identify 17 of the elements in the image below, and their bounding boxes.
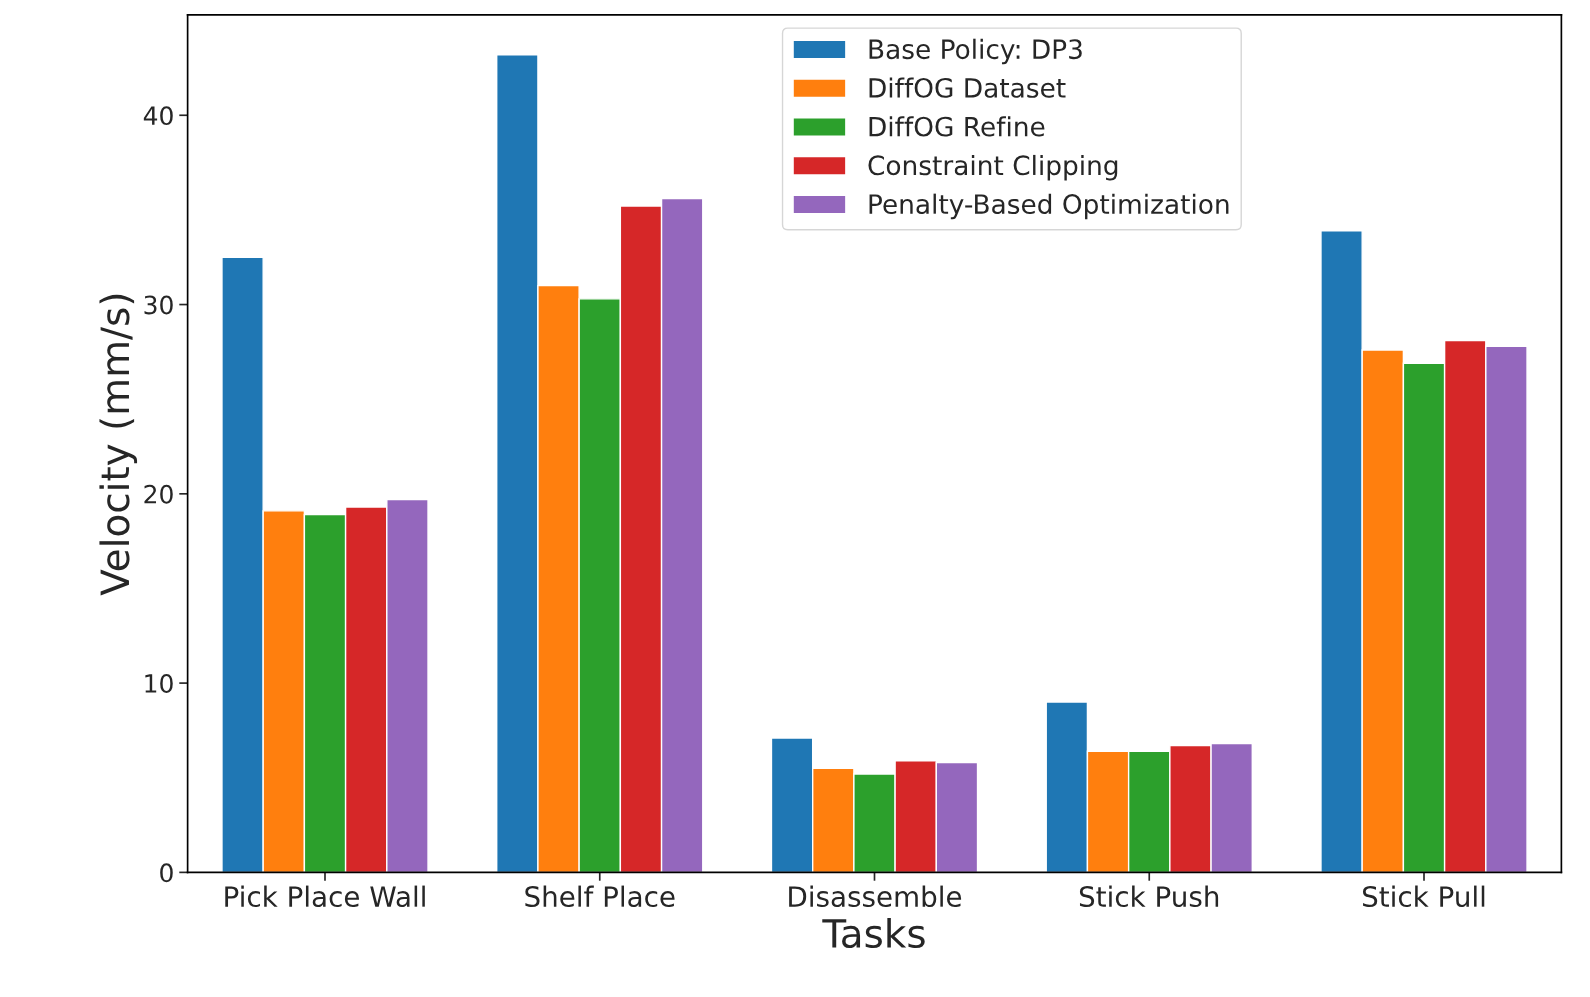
y-tick-label: 10 — [145, 674, 173, 693]
legend-label: Penalty-Based Optimization — [869, 193, 1229, 220]
y-tick-label: 30 — [144, 295, 173, 315]
y-tick-label: 0 — [160, 863, 173, 883]
x-tick-label: Pick Place Wall — [225, 885, 425, 908]
y-axis-title: Velocity (mm/s) — [99, 294, 138, 596]
x-tick-label: Shelf Place — [525, 885, 675, 908]
y-tick-label: 20 — [144, 484, 173, 504]
y-tick-label: 40 — [143, 106, 173, 126]
legend-label: Base Policy: DP3 — [869, 38, 1082, 65]
legend-label: DiffOG Refine — [869, 116, 1045, 137]
legend-label: DiffOG Dataset — [869, 77, 1066, 98]
x-tick-label: Stick Push — [1079, 885, 1219, 908]
x-axis-title: Tasks — [822, 918, 925, 949]
legend-label: Constraint Clipping — [868, 154, 1118, 181]
x-tick-label: Disassemble — [789, 885, 962, 908]
x-tick-label: Stick Pull — [1362, 885, 1485, 908]
